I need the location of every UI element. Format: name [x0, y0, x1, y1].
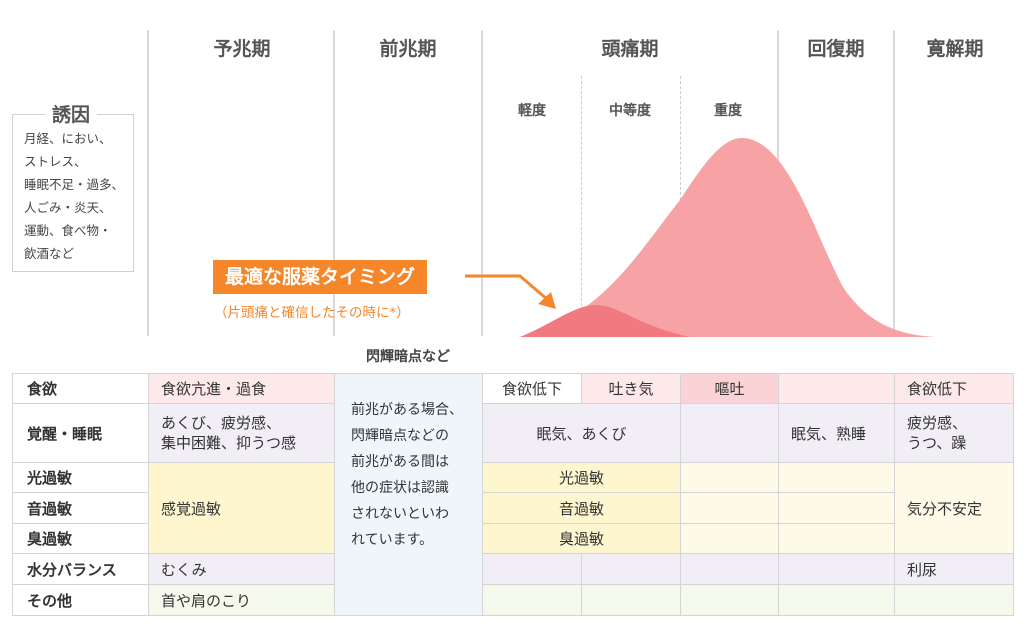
timing-note: （片頭痛と確信したその時に*）: [214, 305, 410, 321]
row-head-other: その他: [13, 585, 148, 615]
trigger-line: 月経、におい、: [24, 131, 112, 146]
row-head-appetite: 食欲: [13, 374, 148, 403]
cell-appetite-recovery: [779, 374, 894, 403]
severity-moderate: 中等度: [609, 103, 651, 119]
phase-recovery: 回復期: [807, 38, 865, 60]
cell-photo-headache: 光過敏: [483, 463, 680, 492]
timing-arrow-head: [538, 292, 556, 309]
cell-phono-severe: [681, 493, 778, 523]
cell-sensory-remission: 気分不安定: [895, 463, 1013, 553]
phase-divider: [147, 30, 149, 336]
phase-divider: [481, 30, 483, 336]
aura-note-line: 前兆がある場合、: [351, 401, 463, 418]
row-head-osmo: 臭過敏: [13, 524, 148, 553]
severity-severe: 重度: [714, 103, 742, 119]
cell-appetite-mild: 食欲低下: [483, 374, 581, 403]
cell-other-mild: [483, 585, 581, 615]
phase-headache: 頭痛期: [601, 38, 659, 60]
cell-phono-headache: 音過敏: [483, 493, 680, 523]
headache-curve: [465, 138, 935, 337]
aura-note-line: れています。: [351, 531, 434, 548]
cell-fluid-mild: [483, 554, 581, 584]
aura-curve: [520, 305, 690, 337]
phase-divider: [333, 30, 335, 336]
aura-note-line: 他の症状は認識: [351, 479, 449, 496]
aura-note-line: 前兆がある間は: [351, 453, 449, 470]
cell-appetite-moderate: 吐き気: [582, 374, 680, 403]
aura-note-line: 閃輝暗点などの: [351, 427, 449, 444]
cell-phono-recovery: [779, 493, 894, 523]
cell-arousal-remission: 疲労感、 うつ、躁: [895, 404, 1013, 462]
cell-osmo-recovery: [779, 524, 894, 553]
cell-text: うつ、躁: [907, 434, 967, 452]
cell-appetite-prodrome: 食欲亢進・過食: [149, 374, 334, 403]
cell-osmo-severe: [681, 524, 778, 553]
cell-appetite-severe: 嘔吐: [681, 374, 778, 403]
trigger-title: 誘因: [45, 100, 98, 127]
row-head-arousal: 覚醒・睡眠: [13, 404, 148, 462]
trigger-line: 飲酒など: [24, 246, 75, 261]
cell-photo-recovery: [779, 463, 894, 492]
timing-arrow-line: [465, 274, 549, 302]
timing-label: 最適な服薬タイミング: [213, 260, 428, 294]
headache-intensity-curve: [520, 138, 935, 337]
phase-prodrome: 予兆期: [213, 38, 271, 60]
cell-sensory-prodrome: 感覚過敏: [149, 463, 334, 553]
aura-note-line: されないといわ: [351, 505, 449, 522]
phase-aura: 前兆期: [379, 38, 437, 60]
trigger-line: ストレス、: [24, 154, 87, 169]
row-head-fluid: 水分バランス: [13, 554, 148, 584]
cell-arousal-severe: [681, 404, 778, 462]
cell-other-recovery: [779, 585, 894, 615]
cell-appetite-remission: 食欲低下: [895, 374, 1013, 403]
cell-osmo-headache: 臭過敏: [483, 524, 680, 553]
phase-remission: 寛解期: [926, 38, 984, 60]
row-head-photo: 光過敏: [13, 463, 148, 492]
cell-aura-note: 前兆がある場合、 閃輝暗点などの 前兆がある間は 他の症状は認識 されないといわ…: [335, 374, 482, 615]
severity-divider: [581, 76, 582, 336]
cell-other-prodrome: 首や肩のこり: [149, 585, 334, 615]
cell-fluid-prodrome: むくみ: [149, 554, 334, 584]
cell-fluid-severe: [681, 554, 778, 584]
cell-fluid-moderate: [582, 554, 680, 584]
cell-fluid-remission: 利尿: [895, 554, 1013, 584]
cell-other-moderate: [582, 585, 680, 615]
aura-caption: 閃輝暗点など: [366, 349, 450, 365]
cell-other-remission: [895, 585, 1013, 615]
cell-text: あくび、疲労感、: [161, 414, 282, 432]
row-head-phono: 音過敏: [13, 493, 148, 523]
cell-arousal-headache: 眠気、あくび: [483, 404, 680, 462]
trigger-line: 人ごみ・炎天、: [24, 200, 112, 215]
severity-mild: 軽度: [518, 103, 546, 119]
phase-divider: [893, 30, 895, 336]
cell-text: 疲労感、: [907, 414, 968, 432]
trigger-line: 運動、食べ物・: [24, 223, 112, 238]
cell-other-severe: [681, 585, 778, 615]
trigger-line: 睡眠不足・過多、: [24, 177, 125, 192]
cell-fluid-recovery: [779, 554, 894, 584]
cell-text: 集中困難、抑うつ感: [161, 434, 297, 452]
cell-arousal-prodrome: あくび、疲労感、 集中困難、抑うつ感: [149, 404, 334, 462]
cell-photo-severe: [681, 463, 778, 492]
cell-arousal-recovery: 眠気、熟睡: [779, 404, 894, 462]
